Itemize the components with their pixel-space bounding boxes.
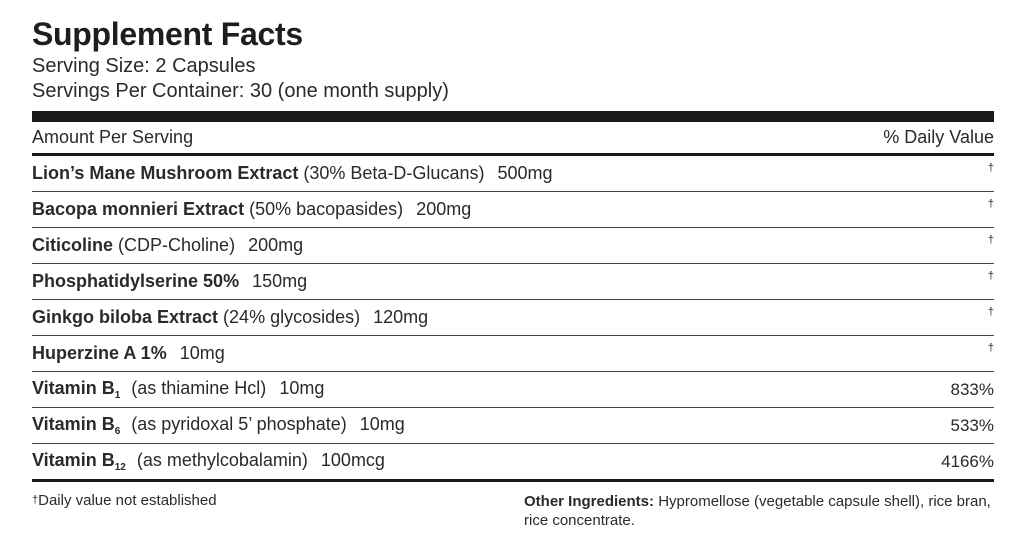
table-row: Citicoline (CDP-Choline) 200mg † bbox=[32, 228, 994, 264]
ingredient-detail: (50% bacopasides) bbox=[249, 199, 404, 219]
label-footer: †Daily value not established Other Ingre… bbox=[32, 492, 994, 530]
daily-value: † bbox=[987, 162, 994, 174]
ingredient-name: Vitamin B bbox=[32, 378, 115, 398]
other-ingredients: Other Ingredients: Hypromellose (vegetab… bbox=[524, 492, 994, 530]
ingredient-name: Vitamin B bbox=[32, 414, 115, 434]
daily-value-header: % Daily Value bbox=[883, 127, 994, 147]
ingredient-name: Huperzine A 1% bbox=[32, 343, 167, 363]
supplement-facts-label: Supplement Facts Serving Size: 2 Capsule… bbox=[32, 14, 994, 530]
ingredient-amount: 500mg bbox=[497, 163, 553, 183]
daily-value: † bbox=[987, 306, 994, 318]
table-row: Lion’s Mane Mushroom Extract (30% Beta-D… bbox=[32, 156, 994, 192]
table-row: Vitamin B6 (as pyridoxal 5’ phosphate) 1… bbox=[32, 408, 994, 444]
other-ingredients-label: Other Ingredients: bbox=[524, 493, 655, 510]
table-row: Ginkgo biloba Extract (24% glycosides) 1… bbox=[32, 300, 994, 336]
daily-value: † bbox=[987, 234, 994, 246]
daily-value: † bbox=[987, 198, 994, 210]
ingredient-amount: 200mg bbox=[416, 199, 472, 219]
daily-value: 4166% bbox=[941, 451, 994, 471]
ingredient-detail: (CDP-Choline) bbox=[118, 235, 236, 255]
daily-value: 533% bbox=[950, 415, 994, 435]
footnote-text: Daily value not established bbox=[38, 492, 217, 509]
dagger-symbol: † bbox=[32, 494, 39, 506]
table-row: Vitamin B1 (as thiamine Hcl) 10mg 833% bbox=[32, 372, 994, 408]
amount-per-serving-header: Amount Per Serving bbox=[32, 127, 194, 147]
ingredient-amount: 100mcg bbox=[320, 450, 385, 470]
ingredient-amount: 10mg bbox=[279, 378, 325, 398]
table-row: Bacopa monnieri Extract (50% bacopasides… bbox=[32, 192, 994, 228]
servings-per-container: Servings Per Container: 30 (one month su… bbox=[32, 80, 449, 102]
daily-value: † bbox=[987, 342, 994, 354]
daily-value-footnote: †Daily value not established bbox=[32, 492, 502, 530]
ingredient-name: Lion’s Mane Mushroom Extract bbox=[32, 163, 299, 183]
ingredient-subscript: 6 bbox=[114, 426, 121, 437]
ingredient-detail: (as methylcobalamin) bbox=[136, 450, 308, 470]
ingredient-name: Ginkgo biloba Extract bbox=[32, 307, 219, 327]
table-row: Vitamin B12 (as methylcobalamin) 100mcg … bbox=[32, 444, 994, 482]
ingredient-name: Citicoline bbox=[32, 235, 114, 255]
ingredient-amount: 120mg bbox=[373, 307, 429, 327]
daily-value: † bbox=[987, 270, 994, 282]
ingredient-subscript: 1 bbox=[114, 390, 121, 401]
ingredient-subscript: 12 bbox=[114, 462, 126, 473]
ingredient-amount: 200mg bbox=[248, 235, 304, 255]
table-header: Amount Per Serving % Daily Value bbox=[32, 122, 994, 156]
ingredient-amount: 10mg bbox=[359, 414, 405, 434]
ingredient-amount: 150mg bbox=[252, 271, 308, 291]
ingredient-detail: (24% glycosides) bbox=[223, 307, 361, 327]
other-ingredients-text: Hypromellose (vegetable capsule shell), … bbox=[524, 493, 991, 529]
ingredient-name: Phosphatidylserine 50% bbox=[32, 271, 240, 291]
ingredient-detail: (as thiamine Hcl) bbox=[131, 378, 267, 398]
table-row: Phosphatidylserine 50% 150mg † bbox=[32, 264, 994, 300]
ingredient-detail: (as pyridoxal 5’ phosphate) bbox=[131, 414, 347, 434]
table-row: Huperzine A 1% 10mg † bbox=[32, 336, 994, 372]
ingredient-name: Bacopa monnieri Extract bbox=[32, 199, 245, 219]
daily-value: 833% bbox=[950, 379, 994, 399]
thick-divider bbox=[32, 111, 994, 122]
label-title: Supplement Facts bbox=[32, 16, 303, 52]
ingredient-amount: 10mg bbox=[179, 343, 225, 363]
ingredient-detail: (30% Beta-D-Glucans) bbox=[303, 163, 485, 183]
ingredient-name: Vitamin B bbox=[32, 450, 115, 470]
serving-size: Serving Size: 2 Capsules bbox=[32, 55, 256, 77]
